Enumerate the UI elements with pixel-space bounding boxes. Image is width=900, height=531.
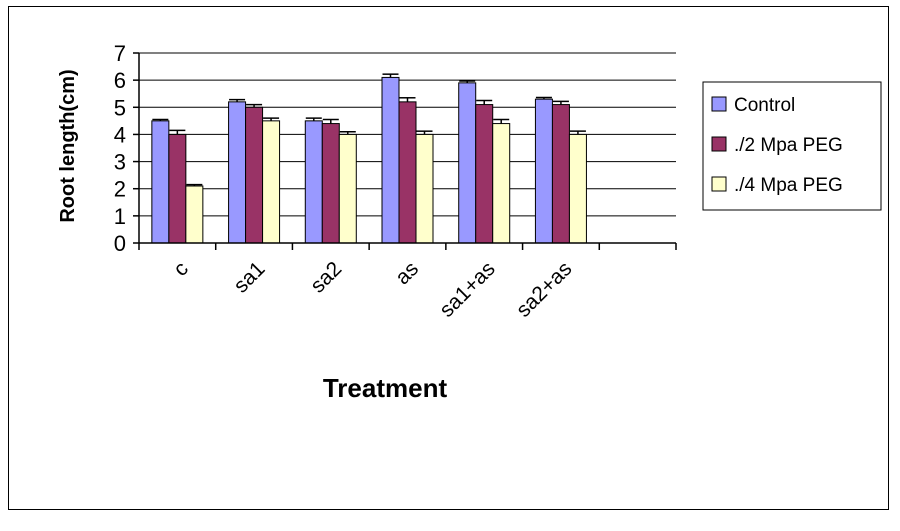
x-tick-label: sa2 bbox=[306, 257, 346, 297]
legend-label: ./4 Mpa PEG bbox=[734, 175, 843, 196]
bar bbox=[458, 82, 477, 244]
bar bbox=[262, 120, 281, 244]
bar bbox=[398, 101, 417, 244]
bar bbox=[185, 185, 204, 244]
legend-label: Control bbox=[734, 95, 795, 116]
bar bbox=[475, 104, 494, 244]
y-tick-label: 0 bbox=[114, 231, 126, 256]
bar bbox=[151, 120, 170, 244]
bar bbox=[228, 101, 247, 244]
legend-label: ./2 Mpa PEG bbox=[734, 135, 843, 156]
y-tick-label: 3 bbox=[114, 150, 126, 175]
x-tick-labels: c sa1 sa2 as sa1+as sa2+as bbox=[169, 257, 576, 322]
error-bars bbox=[152, 73, 586, 186]
y-tick-label: 7 bbox=[114, 41, 126, 66]
bar bbox=[568, 133, 587, 244]
legend-swatch bbox=[711, 176, 727, 192]
legend-swatch bbox=[711, 136, 727, 152]
y-tick-label: 4 bbox=[114, 122, 126, 147]
y-tick-label: 2 bbox=[114, 177, 126, 202]
bar bbox=[245, 106, 264, 244]
bar bbox=[492, 123, 511, 244]
bar bbox=[551, 104, 570, 244]
bar bbox=[415, 133, 434, 244]
y-tick-label: 5 bbox=[114, 95, 126, 120]
bars bbox=[151, 76, 587, 244]
x-tick-label: as bbox=[391, 257, 423, 289]
legend-swatch bbox=[711, 96, 727, 112]
bar bbox=[534, 98, 553, 244]
y-tick-label: 6 bbox=[114, 68, 126, 93]
bar bbox=[321, 123, 340, 244]
x-tick-label: sa1 bbox=[229, 257, 269, 297]
x-tick-label: sa2+as bbox=[512, 257, 577, 322]
bar bbox=[304, 120, 323, 244]
axes bbox=[133, 52, 677, 250]
y-tick-label: 1 bbox=[114, 204, 126, 229]
y-axis-title: Root length(cm) bbox=[57, 69, 79, 222]
bar bbox=[381, 76, 400, 244]
x-axis-title: Treatment bbox=[323, 373, 448, 403]
x-tick-label: c bbox=[169, 257, 193, 281]
x-tick-label: sa1+as bbox=[435, 257, 500, 322]
legend: Control ./2 Mpa PEG ./4 Mpa PEG bbox=[702, 81, 882, 211]
bar bbox=[338, 133, 357, 244]
legend-box bbox=[702, 81, 882, 211]
bar bbox=[168, 133, 187, 244]
